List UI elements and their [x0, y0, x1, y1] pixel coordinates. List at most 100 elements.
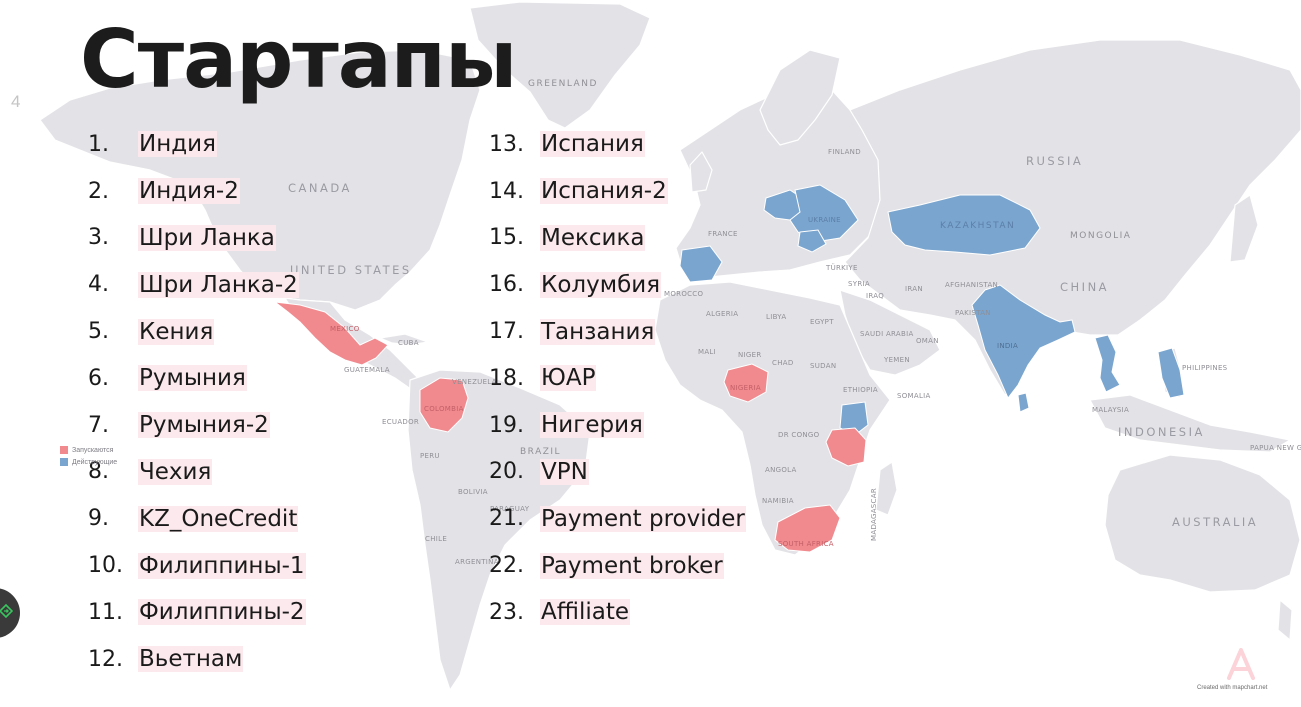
land-asia	[844, 39, 1301, 396]
map-label-ethiopia: ETHIOPIA	[843, 386, 879, 394]
map-label-colombia: COLOMBIA	[424, 405, 464, 413]
startup-number: 6.	[88, 365, 109, 391]
startup-name: Румыния-2	[138, 412, 270, 439]
startup-list-item: 14. Испания-2	[489, 168, 746, 215]
startup-number: 22.	[489, 553, 524, 579]
map-label-afghanistan: AFGHANISTAN	[945, 281, 999, 289]
map-label-sudan: SUDAN	[810, 362, 837, 370]
startup-number: 8.	[88, 459, 109, 485]
startup-number: 1.	[88, 131, 109, 157]
startup-list-item: 20. VPN	[489, 449, 746, 496]
country-south-africa	[774, 504, 841, 553]
map-label-pakistan: PAKISTAN	[955, 309, 991, 317]
startup-name: Мексика	[540, 224, 646, 251]
map-label-india: INDIA	[997, 342, 1019, 350]
startup-name: Колумбия	[540, 271, 662, 298]
startup-name: Кения	[138, 318, 215, 345]
country-nigeria	[723, 363, 769, 403]
map-label-united-states: UNITED STATES	[290, 263, 412, 277]
legend-swatch-launching	[60, 446, 68, 454]
startup-list-item: 13. Испания	[489, 121, 746, 168]
startup-name: Payment provider	[540, 505, 746, 532]
startup-name: KZ_OneCredit	[138, 505, 299, 532]
map-label-bolivia: BOLIVIA	[458, 488, 488, 496]
startup-name: Шри Ланка	[138, 224, 276, 251]
startup-list-item: 2. Индия-2	[88, 168, 306, 215]
startup-number: 13.	[489, 131, 524, 157]
country-philippines	[1157, 347, 1185, 399]
map-label-cuba: CUBA	[398, 339, 419, 347]
map-label-indonesia: INDONESIA	[1118, 425, 1205, 439]
map-label-nigeria: NIGERIA	[730, 384, 761, 392]
startup-number: 15.	[489, 225, 524, 251]
map-label-somalia: SOMALIA	[897, 392, 931, 400]
startup-name: Шри Ланка-2	[138, 271, 299, 298]
startup-name: Payment broker	[540, 552, 724, 579]
startup-list-item: 12. Вьетнам	[88, 636, 306, 683]
legend-label-active: Действующие	[72, 458, 118, 466]
country-sri-lanka	[1017, 392, 1030, 413]
map-label-philippines: PHILIPPINES	[1182, 364, 1228, 372]
map-label-argentina: ARGENTINA	[455, 558, 499, 566]
country-vietnam	[1094, 334, 1121, 393]
startup-number: 2.	[88, 178, 109, 204]
map-label-kazakhstan: KAZAKHSTAN	[940, 221, 1016, 231]
startup-list-item: 4. Шри Ланка-2	[88, 261, 306, 308]
map-label-madagascar: MADAGASCAR	[870, 488, 878, 541]
land-cuba	[379, 333, 429, 346]
map-label-namibia: NAMIBIA	[762, 497, 794, 505]
map-label-iraq: IRAQ	[866, 292, 885, 300]
country-india	[971, 284, 1076, 399]
map-label-mongolia: MONGOLIA	[1070, 231, 1132, 241]
startup-number: 3.	[88, 225, 109, 251]
diamond-arrow-icon	[0, 603, 14, 623]
map-label-australia: AUSTRALIA	[1172, 515, 1259, 529]
map-label-algeria: ALGERIA	[706, 310, 739, 318]
legend-item-launching: Запускаются	[60, 444, 117, 456]
startup-list-item: 3. Шри Ланка	[88, 215, 306, 262]
startup-name: Нигерия	[540, 412, 644, 439]
startup-number: 19.	[489, 412, 524, 438]
land-uk	[689, 151, 713, 193]
letter-a-logo-icon	[1227, 648, 1255, 680]
startup-list-item: 22. Payment broker	[489, 542, 746, 589]
navigation-button[interactable]	[0, 588, 20, 638]
page-number: 4	[11, 92, 21, 111]
startup-number: 16.	[489, 272, 524, 298]
startup-list-right: 13. Испания 14. Испания-2 15. Мексика 16. Колум…	[489, 121, 746, 636]
startup-name: Филиппины-1	[138, 552, 306, 579]
map-label-south-africa: SOUTH AFRICA	[778, 540, 834, 548]
startup-number: 5.	[88, 319, 109, 345]
map-label-guatemala: GUATEMALA	[344, 366, 390, 374]
startup-name: Танзания	[540, 318, 656, 345]
map-label-yemen: YEMEN	[884, 356, 910, 364]
map-label-libya: LIBYA	[766, 313, 787, 321]
map-label-syria: SYRIA	[848, 280, 870, 288]
land-greenland	[469, 1, 651, 129]
map-label-paraguay: PARAGUAY	[490, 505, 530, 513]
startup-list-item: 15. Мексика	[489, 215, 746, 262]
map-label-iran: IRAN	[905, 285, 923, 293]
startup-number: 9.	[88, 506, 109, 532]
startup-name: ЮАР	[540, 365, 597, 392]
startup-list-item: 8. Чехия	[88, 449, 306, 496]
map-label-chad: CHAD	[772, 359, 794, 367]
startup-number: 12.	[88, 646, 123, 672]
startup-list-item: 17. Танзания	[489, 308, 746, 355]
map-label-mexico: MEXICO	[330, 325, 360, 333]
startup-name: Вьетнам	[138, 646, 244, 673]
map-label-morocco: MOROCCO	[664, 290, 704, 298]
startup-number: 10.	[88, 553, 123, 579]
land-australia	[1104, 454, 1301, 593]
country-kazakhstan	[887, 194, 1041, 256]
map-legend: Запускаются Действующие	[60, 444, 117, 468]
land-south-america	[407, 369, 591, 691]
map-label-brazil: BRAZIL	[520, 447, 562, 457]
land-madagascar	[875, 461, 898, 516]
land-scandinavia	[759, 49, 841, 146]
startup-number: 4.	[88, 272, 109, 298]
startup-number: 18.	[489, 365, 524, 391]
startup-list-item: 21. Payment provider	[489, 495, 746, 542]
